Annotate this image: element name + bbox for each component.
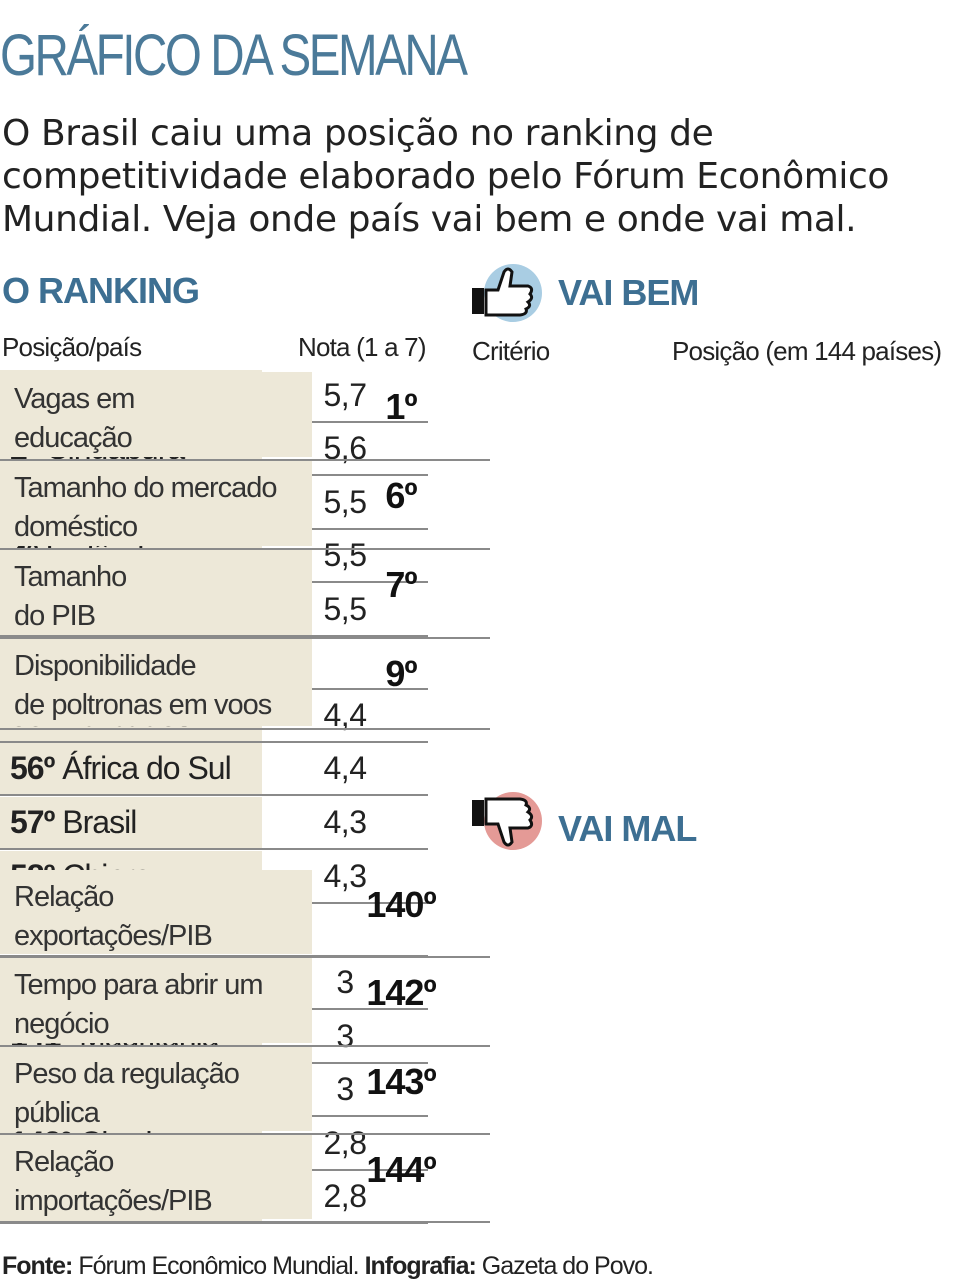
criterion-row: Relação exportações/PIB 140º — [0, 870, 490, 958]
criterion-label: Disponibilidade de poltronas em voos — [0, 639, 312, 726]
criterion-position: 1º — [385, 386, 417, 427]
criterion-position: 142º — [366, 972, 436, 1013]
score-cell: 2,8 — [323, 1125, 367, 1161]
ranking-row: 56º África do Sul 4,4 — [0, 743, 428, 796]
thumbs-up-icon — [472, 264, 542, 322]
country-name: África do Sul — [62, 750, 231, 786]
score-cell: 4,3 — [323, 858, 367, 894]
footer-source: Fonte: Fórum Econômico Mundial. Infograf… — [2, 1252, 654, 1281]
vai-mal-heading: VAI MAL — [558, 808, 697, 849]
score-cell: 5,5 — [323, 537, 367, 573]
criterion-row: Relação importações/PIB 144º — [0, 1135, 490, 1223]
rank-position: 56º — [10, 750, 55, 786]
intro-line: Mundial. Veja onde país vai bem e onde v… — [2, 199, 857, 240]
country-name: Brasil — [62, 804, 137, 840]
criterion-position: 6º — [385, 475, 417, 516]
score-cell: 4,3 — [323, 804, 367, 840]
score-cell: 3 — [336, 1071, 354, 1107]
criterion-position: 9º — [385, 653, 417, 694]
score-cell: 2,8 — [323, 1178, 367, 1214]
country-cell: 56º África do Sul — [0, 743, 262, 794]
criterion-row: Vagas em educação 1º — [0, 372, 490, 461]
score-cell: 3 — [336, 964, 354, 1000]
criterion-row: Peso da regulação pública 143º — [0, 1047, 490, 1135]
criterion-position: 143º — [366, 1061, 436, 1102]
thumbs-down-icon — [472, 792, 542, 850]
intro-text: O Brasil caiu uma posição no ranking de … — [2, 112, 960, 241]
page-title: GRÁFICO DA SEMANA — [0, 23, 468, 88]
credit-text: Gazeta do Povo. — [481, 1252, 654, 1280]
intro-line: competitividade elaborado pelo Fórum Eco… — [2, 156, 889, 197]
source-text: Fórum Econômico Mundial. — [78, 1252, 359, 1280]
criterion-label: Relação exportações/PIB — [0, 870, 312, 954]
criterion-row: Tamanho do mercado doméstico 6º — [0, 461, 490, 550]
rank-position: 57º — [10, 804, 55, 840]
intro-line: O Brasil caiu uma posição no ranking de — [2, 113, 714, 154]
credit-label: Infografia: — [364, 1252, 477, 1280]
criterion-label: Peso da regulação pública — [0, 1047, 312, 1131]
country-cell: 57º Brasil — [0, 797, 262, 848]
vai-bem-col-criterion: Critério — [472, 336, 550, 366]
vai-bem-heading: VAI BEM — [558, 272, 699, 313]
score-cell: 5,5 — [323, 484, 367, 520]
criterion-position: 7º — [385, 564, 417, 605]
criterion-label: Tamanho do PIB — [0, 550, 312, 635]
criterion-label: Tempo para abrir um negócio — [0, 958, 312, 1043]
criterion-label: Tamanho do mercado doméstico — [0, 461, 312, 546]
criterion-row: Tempo para abrir um negócio 142º — [0, 958, 490, 1047]
vai-bem-col-position: Posição (em 144 países) — [672, 336, 942, 366]
criterion-row: Disponibilidade de poltronas em voos 9º — [0, 639, 490, 730]
ranking-heading: O RANKING — [2, 270, 200, 311]
ranking-row: 57º Brasil 4,3 — [0, 797, 428, 850]
criterion-row: Tamanho do PIB 7º — [0, 550, 490, 639]
ranking-col-score: Nota (1 a 7) — [298, 332, 426, 362]
criterion-position: 144º — [366, 1149, 436, 1190]
criterion-position: 140º — [366, 884, 436, 925]
ranking-col-country: Posição/país — [2, 332, 142, 362]
score-cell: 4,4 — [323, 697, 367, 733]
score-cell: 4,4 — [323, 750, 367, 786]
score-cell: 5,5 — [323, 591, 367, 627]
criterion-label: Relação importações/PIB — [0, 1135, 312, 1219]
score-cell: 5,7 — [323, 377, 367, 413]
criterion-label: Vagas em educação — [0, 372, 312, 457]
source-label: Fonte: — [2, 1252, 73, 1280]
